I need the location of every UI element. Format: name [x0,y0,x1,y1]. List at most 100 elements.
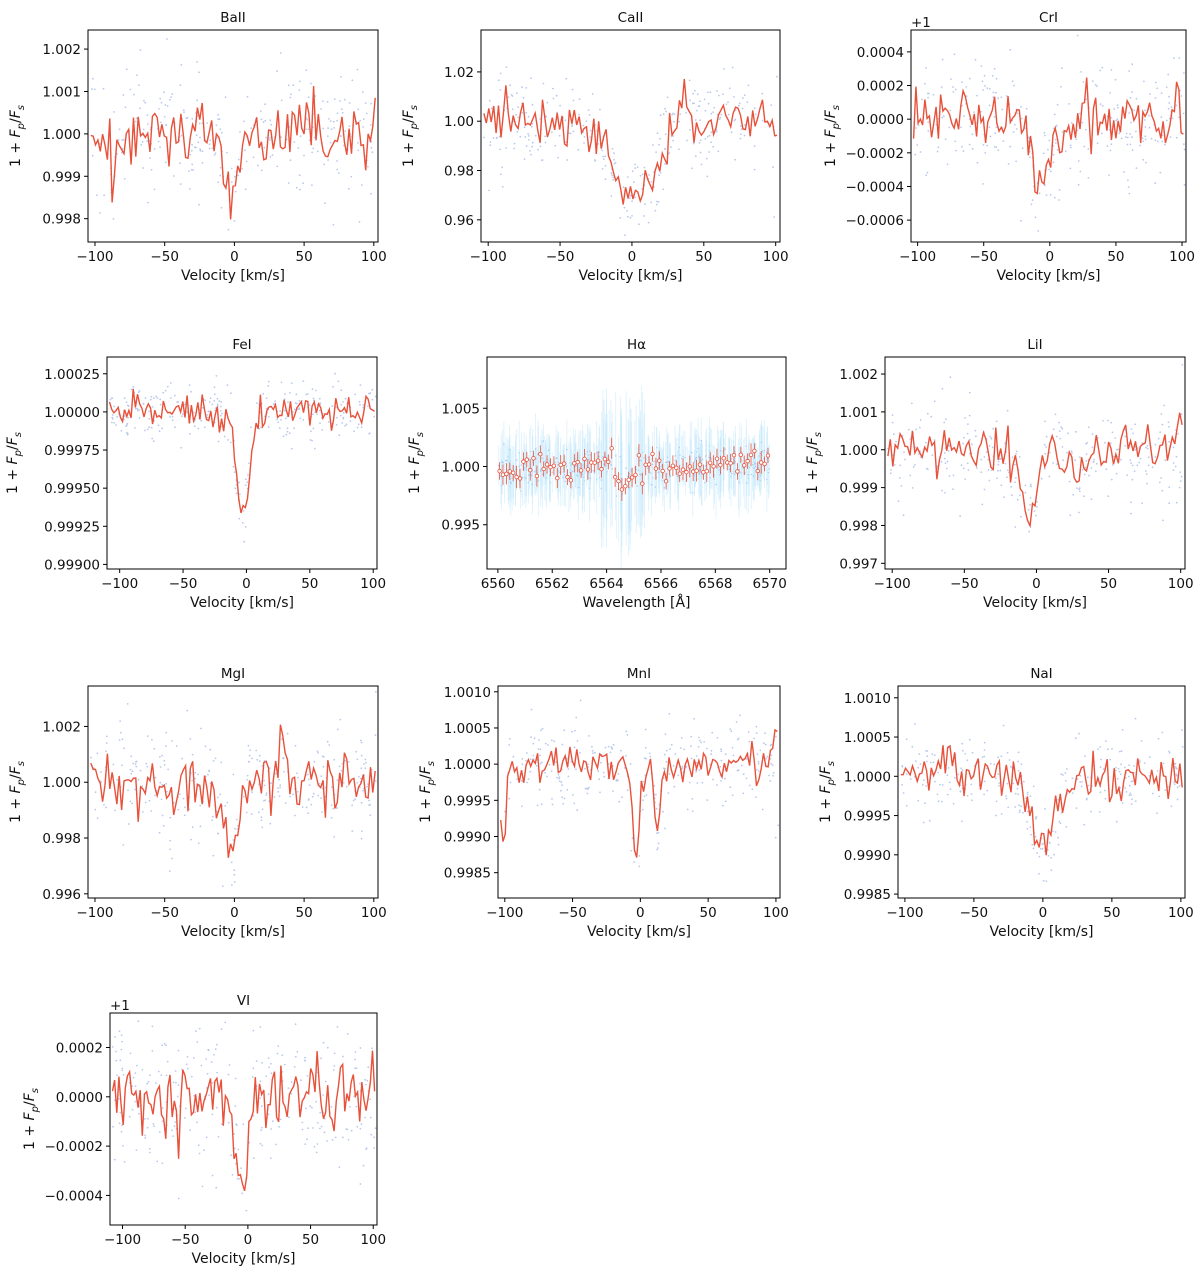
scatter-dot [531,141,534,144]
scatter-dot [131,802,134,805]
scatter-dot [1058,430,1061,432]
scatter-dot [990,469,993,472]
scatter-dot [118,128,121,131]
scatter-dot [1014,792,1017,795]
scatter-dot [747,474,749,476]
scatter-dot [528,474,530,476]
scatter-dot [326,135,329,138]
scatter-dot [360,777,362,780]
scatter-dot [184,806,186,809]
x-axis-label: Velocity [km/s] [578,268,682,284]
scatter-dot [518,465,520,468]
scatter-dot [925,174,928,177]
y-tick-label: 1.002 [839,367,878,383]
scatter-dot [260,118,263,121]
scatter-dot [587,763,589,766]
scatter-dot [345,423,348,426]
scatter-dot [205,1058,208,1060]
scatter-dot [351,79,354,82]
scatter-dot [364,758,367,761]
scatter-dot [925,750,927,752]
scatter-dot [276,165,279,168]
scatter-dot [245,811,248,814]
scatter-dot [362,1164,365,1167]
x-tick-label: 100 [360,576,386,592]
scatter-dot [307,778,310,781]
y-tick-label: 1.005 [441,401,480,417]
scatter-dot [768,468,771,470]
scatter-dot [1009,48,1012,51]
scatter-dot [360,1123,363,1125]
y-tick-label: 1.00 [444,114,474,130]
scatter-dot [121,1124,123,1127]
scatter-dot [1178,785,1181,787]
scatter-dot [767,471,770,474]
scatter-dot [351,804,353,807]
scatter-dot [160,798,163,801]
panel-title: VI [237,993,250,1009]
scatter-dot [926,750,929,752]
scatter-dot [263,779,265,782]
scatter-dot [571,123,574,126]
scatter-dot [707,102,710,105]
scatter-dot [1134,423,1137,426]
scatter-dot [248,462,250,465]
scatter-dot [1091,433,1094,435]
scatter-dot [988,88,991,90]
scatter-dot [1127,186,1130,189]
scatter-dot [1054,138,1057,141]
scatter-dot [708,151,711,153]
scatter-dot [312,427,315,430]
scatter-dot [294,1055,297,1058]
scatter-dot [986,87,989,90]
scatter-dot [998,782,1001,784]
scatter-dot [571,88,574,91]
scatter-dot [191,163,194,166]
scatter-dot [1038,872,1040,875]
scatter-dot [1083,473,1086,476]
scatter-dot [706,799,709,801]
scatter-dot [551,803,554,806]
y-axis-label: 1 + Fp/Fs [418,761,437,823]
scatter-dot [631,200,633,203]
scatter-dot [205,1136,208,1139]
scatter-dot [941,489,943,492]
scatter-dot [770,104,773,106]
scatter-dot [1029,504,1032,506]
scatter-dot [1114,766,1117,769]
scatter-dot [548,763,551,766]
scatter-dot [320,797,322,799]
scatter-dot [265,1075,268,1077]
scatter-dot [157,140,160,143]
scatter-dot [332,120,335,123]
scatter-dot [1175,774,1178,777]
panel-MgI: −100 −50 0 50 1000.9960.9981.0001.002MgIVelo… [8,666,387,940]
scatter-dot [1042,879,1045,882]
scatter-dot [1045,194,1048,197]
x-tick-label: 50 [1103,905,1120,921]
scatter-dot [360,426,363,429]
scatter-dot [1127,179,1129,182]
scatter-dot [630,849,633,852]
scatter-dot [989,435,991,438]
scatter-dot [552,97,555,100]
scatter-dot [667,792,670,794]
scatter-dot [135,1149,138,1151]
scatter-dot [1018,456,1021,458]
scatter-dot [235,1123,238,1125]
scatter-dot [1102,768,1105,771]
scatter-dot [203,426,206,429]
scatter-dot [284,409,286,412]
scatter-dot [265,794,268,796]
scatter-dot [191,826,194,829]
scatter-dot [1007,806,1010,809]
scatter-dot [1130,803,1133,805]
scatter-dot [1081,781,1083,783]
scatter-dot [244,526,247,528]
scatter-dot [165,1044,167,1047]
scatter-dot [941,58,944,61]
scatter-dot [370,146,373,149]
scatter-dot [209,397,212,400]
y-tick-label: −0.0006 [845,213,904,229]
scatter-dot [255,1060,258,1063]
